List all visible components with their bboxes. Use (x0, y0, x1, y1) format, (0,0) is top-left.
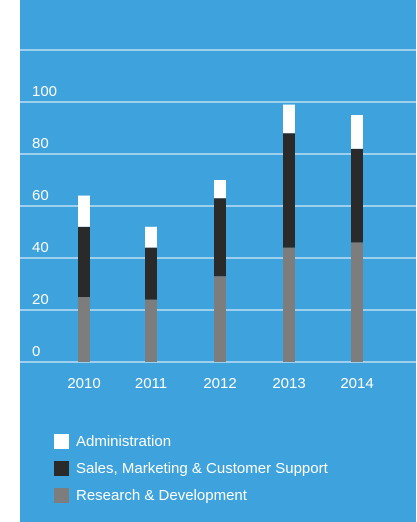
bar-segment (351, 115, 363, 149)
legend-item-administration: Administration (54, 428, 328, 455)
bar-segment (145, 299, 157, 362)
legend-item-research-development: Research & Development (54, 482, 328, 509)
y-tick-label: 100 (32, 83, 57, 100)
y-tick-label: 40 (32, 239, 49, 256)
y-tick-label: 60 (32, 187, 49, 204)
bar-segment (351, 242, 363, 362)
bar-segment (214, 180, 226, 199)
bar-segment (214, 198, 226, 277)
legend-swatch-research-development (54, 488, 69, 503)
y-tick-label: 80 (32, 135, 49, 152)
bar-segment (145, 226, 157, 248)
x-tick-label: 2013 (272, 375, 305, 392)
bar-segment (283, 247, 295, 362)
legend-swatch-administration (54, 434, 69, 449)
bar-segment (351, 148, 363, 243)
chart-panel: 0 20 40 60 80 100 2010 2011 2012 2013 2014 Adminis… (20, 0, 416, 522)
legend-label-sales-marketing: Sales, Marketing & Customer Support (76, 460, 328, 477)
legend-label-administration: Administration (76, 433, 172, 450)
y-tick-label: 20 (32, 291, 49, 308)
bar-segment (78, 297, 90, 362)
bar-segment (283, 104, 295, 134)
x-tick-label: 2012 (203, 375, 236, 392)
legend-swatch-sales-marketing (54, 461, 69, 476)
bar-segment (283, 133, 295, 248)
bar-segment (78, 195, 90, 227)
chart-legend: Administration Sales, Marketing & Custom… (54, 428, 328, 509)
bar-segment (214, 276, 226, 362)
bar-segment (78, 226, 90, 297)
x-tick-label: 2011 (135, 375, 167, 392)
chart-plot: 0 20 40 60 80 100 2010 2011 2012 2013 2014 (20, 0, 416, 522)
x-tick-label: 2014 (340, 375, 373, 392)
legend-label-research-development: Research & Development (76, 487, 247, 504)
y-tick-label: 0 (32, 343, 40, 360)
bar-segment (145, 247, 157, 300)
x-tick-label: 2010 (67, 375, 100, 392)
legend-item-sales-marketing: Sales, Marketing & Customer Support (54, 455, 328, 482)
